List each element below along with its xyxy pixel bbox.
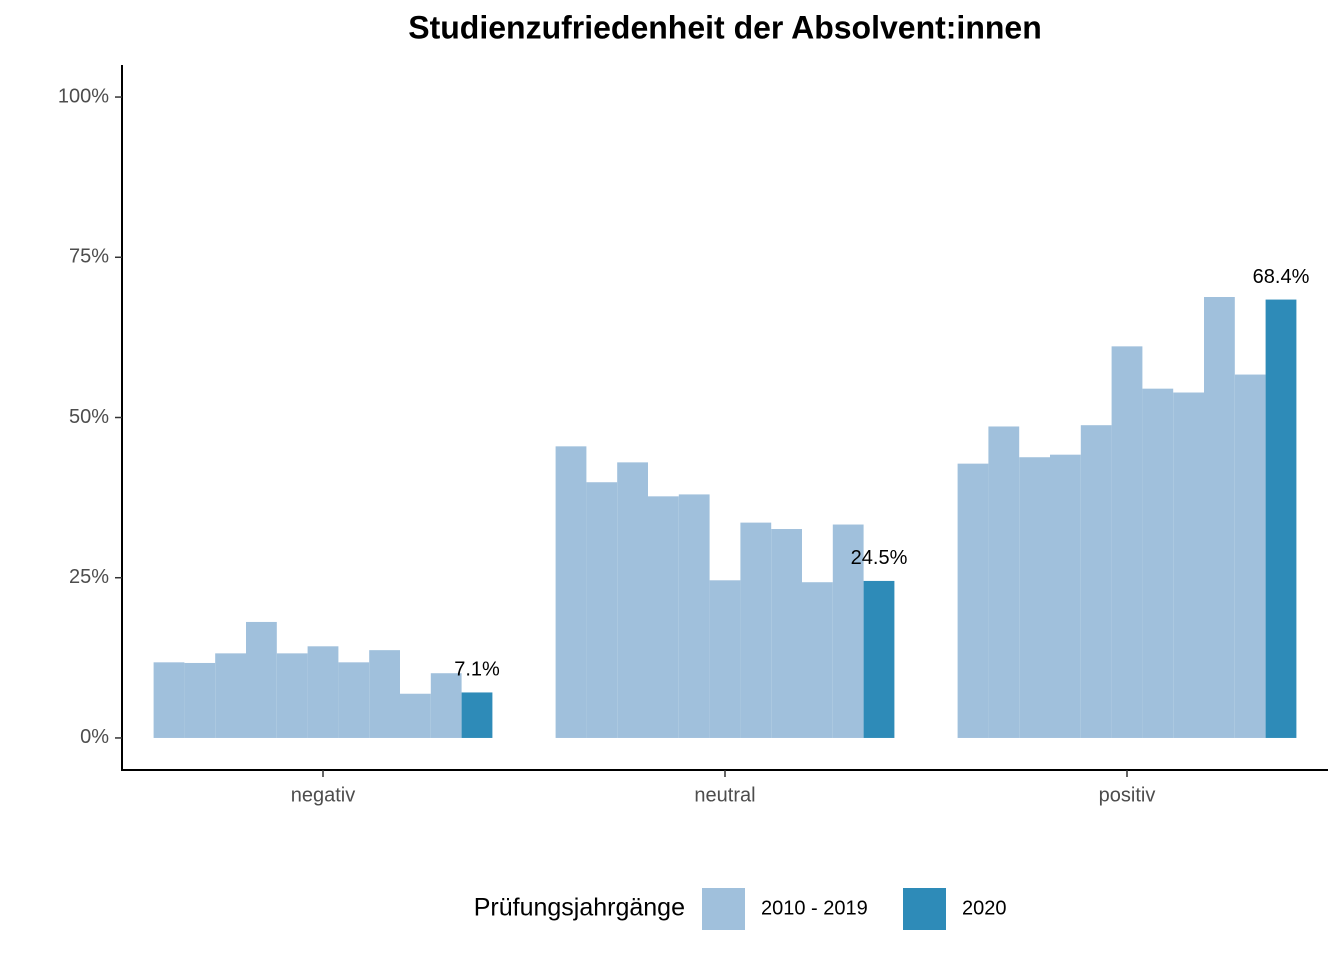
legend-key xyxy=(702,888,745,930)
bar xyxy=(988,426,1020,738)
bar xyxy=(1050,454,1081,738)
bar xyxy=(832,524,864,738)
legend-key xyxy=(903,888,946,930)
bar xyxy=(802,582,833,738)
y-tick-label: 25% xyxy=(69,566,109,588)
value-label: 24.5% xyxy=(851,547,908,569)
bar xyxy=(276,653,308,738)
bar xyxy=(430,673,462,738)
legend-title: Prüfungsjahrgänge xyxy=(474,894,685,922)
bar xyxy=(709,580,741,738)
bar xyxy=(1111,346,1143,738)
y-tick-label: 75% xyxy=(69,246,109,268)
bar xyxy=(1080,425,1112,738)
bar xyxy=(863,580,895,738)
bar xyxy=(1234,374,1266,738)
bar xyxy=(461,692,493,738)
bar xyxy=(1019,457,1050,738)
bar xyxy=(215,653,246,738)
bar xyxy=(555,446,587,738)
bar xyxy=(586,482,618,738)
bar xyxy=(648,496,679,738)
bar xyxy=(957,463,989,738)
bar xyxy=(678,494,710,738)
bar xyxy=(153,662,185,738)
bar xyxy=(771,529,802,738)
x-tick-label: positiv xyxy=(1099,784,1156,806)
bar xyxy=(1142,388,1174,738)
y-tick-label: 50% xyxy=(69,406,109,428)
bar xyxy=(246,621,277,738)
y-tick-label: 100% xyxy=(58,85,109,107)
y-tick-label: 0% xyxy=(80,726,109,748)
bar xyxy=(740,522,772,738)
bar xyxy=(369,650,400,738)
bar xyxy=(307,646,339,738)
legend-label: 2020 xyxy=(962,897,1007,919)
bar xyxy=(1173,392,1204,738)
bar xyxy=(1265,299,1297,738)
value-label: 68.4% xyxy=(1253,266,1310,288)
bar xyxy=(184,662,216,738)
bar xyxy=(1204,297,1235,738)
chart-title: Studienzufriedenheit der Absolvent:innen xyxy=(408,9,1042,45)
bar xyxy=(338,662,370,738)
bar xyxy=(617,462,648,738)
x-tick-label: negativ xyxy=(291,784,356,806)
x-tick-label: neutral xyxy=(694,784,755,806)
bar xyxy=(400,693,431,738)
legend-label: 2010 - 2019 xyxy=(761,897,868,919)
value-label: 7.1% xyxy=(454,659,500,681)
